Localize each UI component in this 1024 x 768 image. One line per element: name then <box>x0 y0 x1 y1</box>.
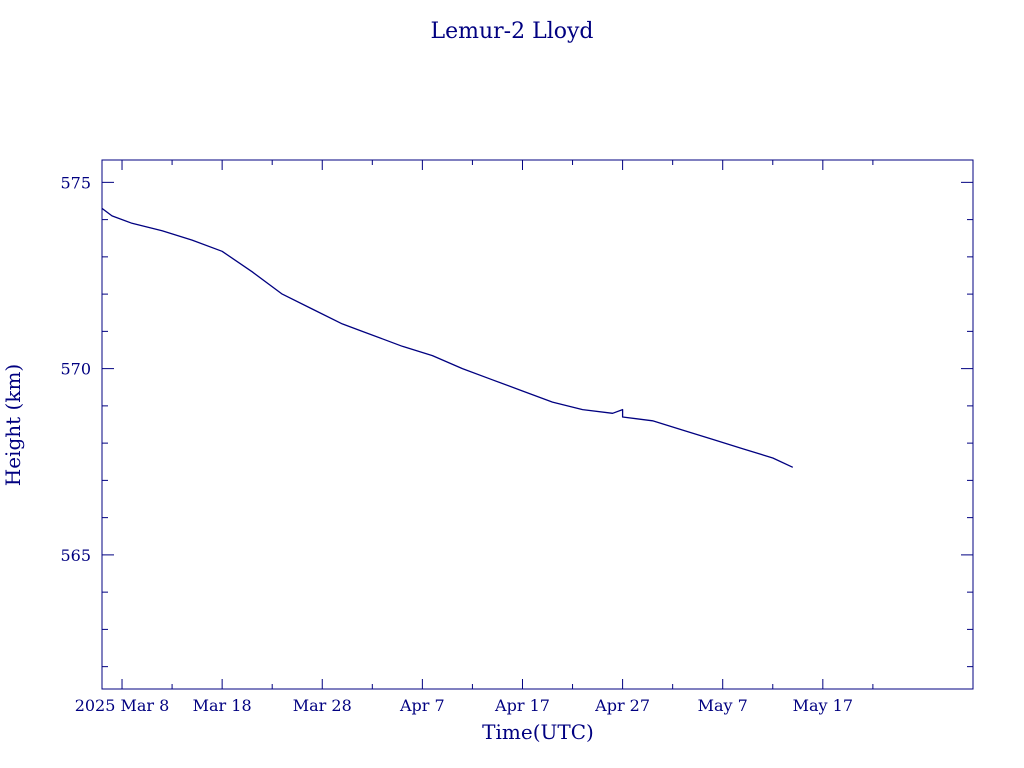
y-axis-ticks: 565 570 575 <box>60 173 973 668</box>
series-layer <box>101 207 794 468</box>
x-tick-label: May 7 <box>698 696 748 715</box>
series-line <box>101 207 794 468</box>
y-tick-label: 570 <box>60 360 91 379</box>
x-tick-label: May 17 <box>793 696 853 715</box>
x-axis-ticks: 2025 Mar 8 Mar 18 Mar 28 Apr 7 Apr 17 Apr 27 M… <box>75 160 874 715</box>
x-tick-label: Mar 18 <box>193 696 252 715</box>
y-axis-label: Height (km) <box>1 364 25 486</box>
plot-frame <box>101 159 974 690</box>
x-axis-label: Time(UTC) <box>482 720 594 744</box>
y-tick-label: 575 <box>60 173 91 192</box>
y-tick-label: 565 <box>60 546 91 565</box>
x-tick-label: Apr 17 <box>494 696 550 715</box>
x-tick-label: 2025 Mar 8 <box>75 696 170 715</box>
chart-title: Lemur-2 Lloyd <box>430 19 593 44</box>
x-tick-label: Mar 28 <box>293 696 352 715</box>
x-tick-label: Apr 7 <box>399 696 445 715</box>
x-tick-label: Apr 27 <box>594 696 650 715</box>
